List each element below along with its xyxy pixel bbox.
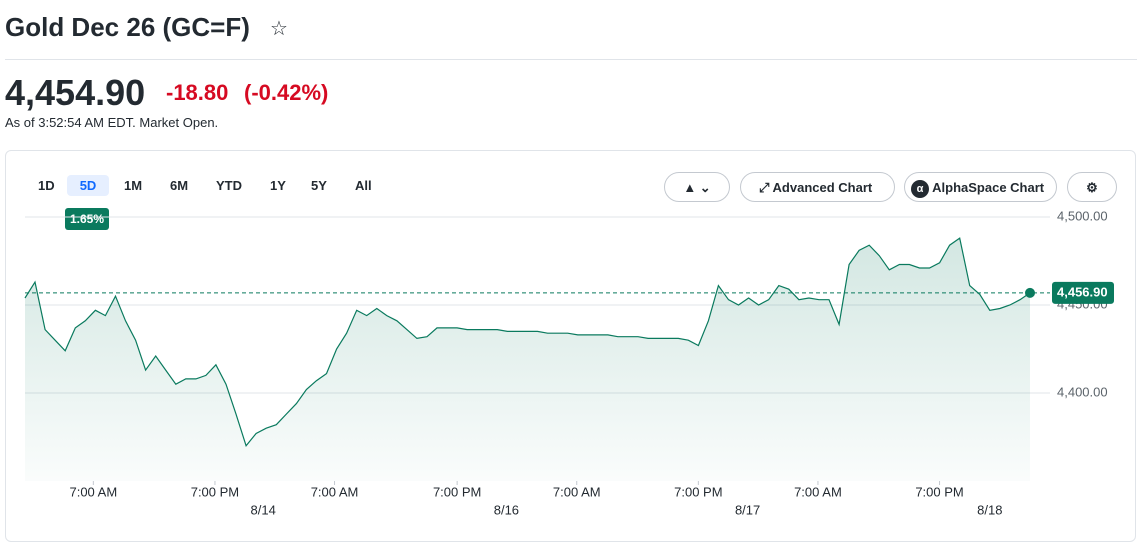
- range-tab[interactable]: 6M: [170, 178, 189, 193]
- range-tooltip: 1.65%: [65, 208, 110, 230]
- page: Gold Dec 26 (GC=F) ☆ 4,454.90 -18.80 (-0…: [5, 12, 1137, 542]
- icon: ⤢: [759, 180, 773, 195]
- range-tab[interactable]: 1D: [38, 178, 55, 193]
- button-label: AlphaSpace Chart: [932, 180, 1045, 195]
- range-tab[interactable]: 5Y: [311, 178, 327, 193]
- range-tab[interactable]: 1M: [124, 178, 143, 193]
- chart-card: [5, 150, 1136, 542]
- icon: α: [911, 180, 929, 198]
- settings-button[interactable]: ⚙: [1067, 172, 1117, 202]
- title: Gold Dec 26 (GC=F): [5, 12, 250, 42]
- price: 4,454.90: [5, 72, 146, 113]
- change: -18.80: [166, 80, 229, 105]
- chart-type-button[interactable]: ▲ ⌄: [664, 172, 730, 202]
- button-label: Advanced Chart: [772, 180, 873, 195]
- range-tab[interactable]: All: [355, 178, 372, 193]
- watchlist-star[interactable]: ☆: [270, 18, 288, 40]
- alphaspace-button[interactable]: α AlphaSpace Chart: [904, 172, 1057, 202]
- divider: [5, 59, 1137, 60]
- advanced-chart-button[interactable]: ⤢ Advanced Chart: [740, 172, 895, 202]
- range-tab[interactable]: 1Y: [270, 178, 286, 193]
- as-of: As of 3:52:54 AM EDT. Market Open.: [5, 115, 219, 130]
- range-tab[interactable]: YTD: [216, 178, 242, 193]
- change-percent: (-0.42%): [244, 80, 329, 105]
- range-tab[interactable]: 5D: [67, 175, 109, 196]
